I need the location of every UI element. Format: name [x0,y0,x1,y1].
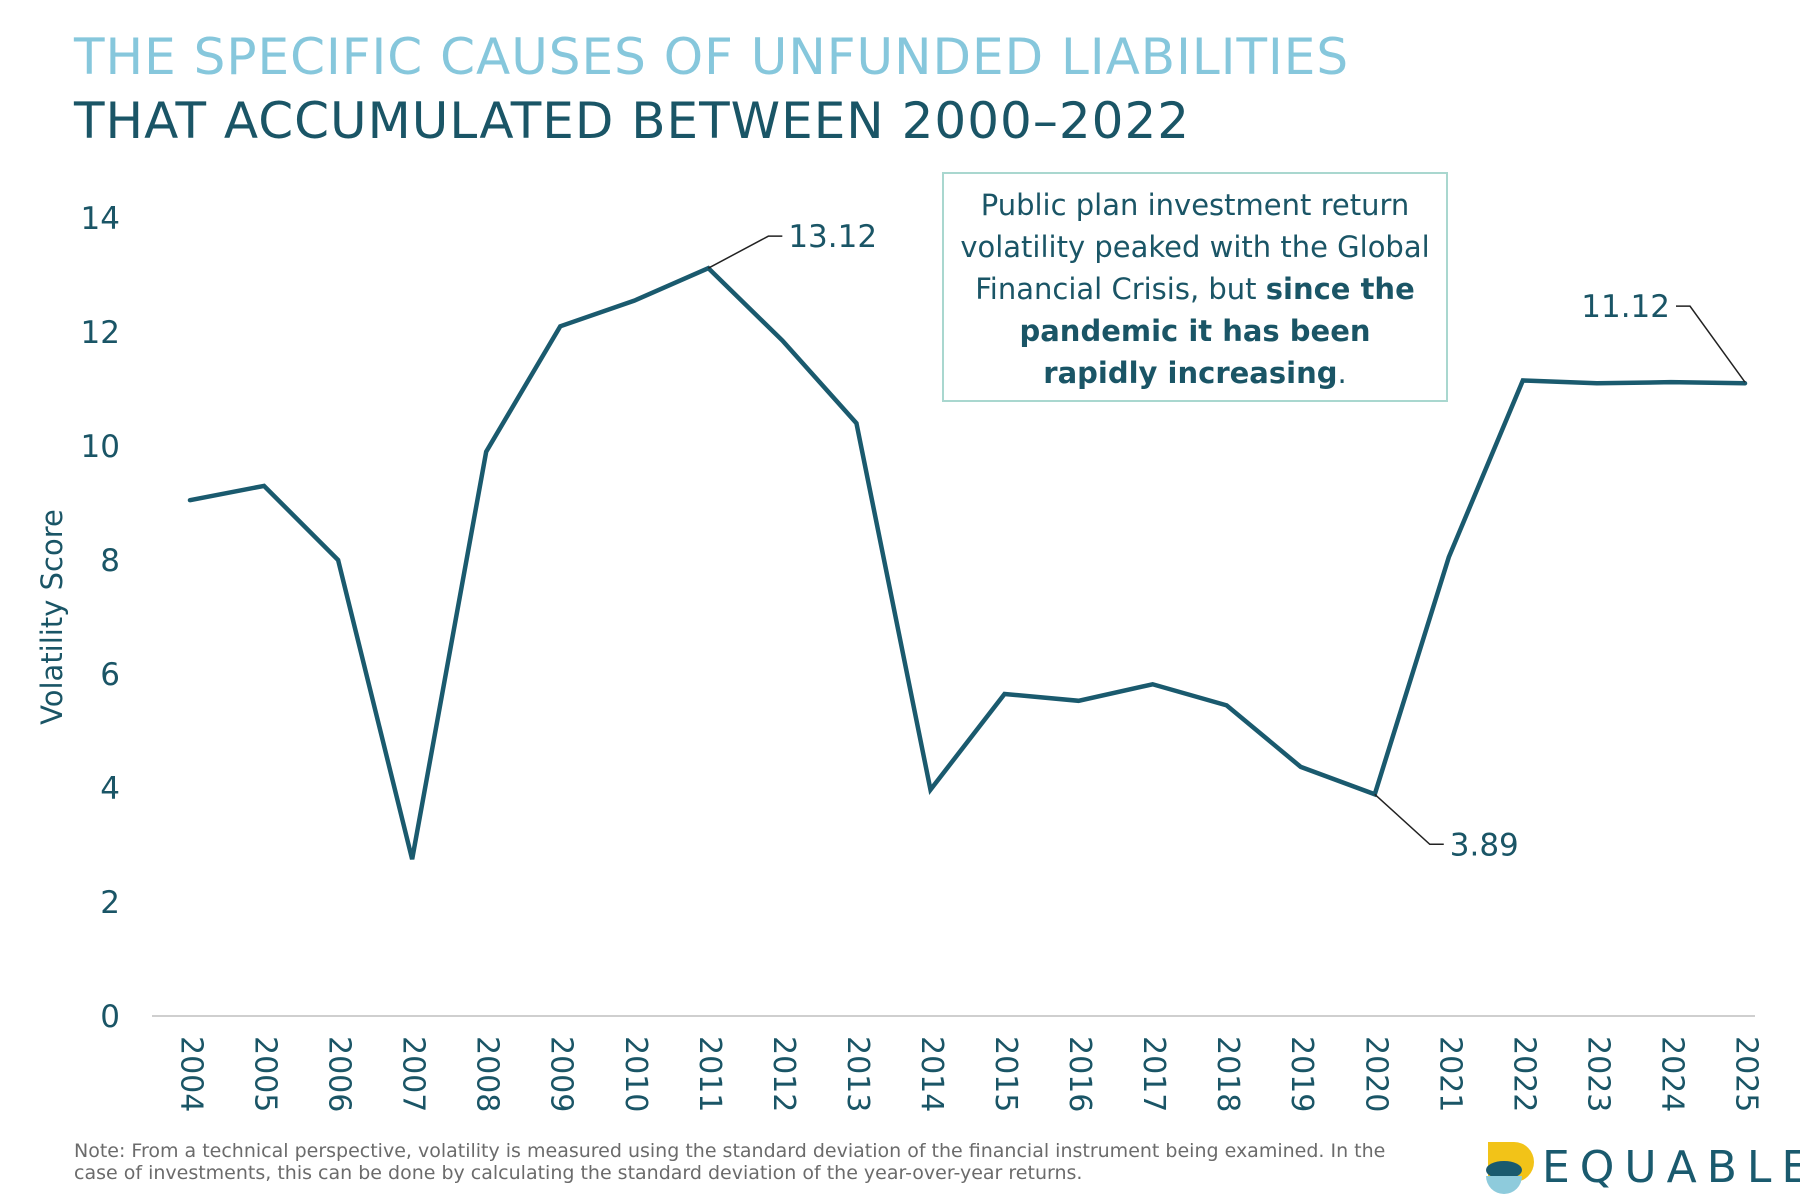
annotation-label: 13.12 [788,219,877,255]
chart-title-line1: THE SPECIFIC CAUSES OF UNFUNDED LIABILIT… [74,28,1350,86]
x-tick-label: 2020 [1358,1036,1393,1112]
x-tick-label: 2007 [396,1036,431,1112]
y-tick-label: 2 [100,885,120,921]
equable-logo-icon [1486,1142,1534,1194]
annotation-leader [1676,305,1746,383]
annotation-label: 11.12 [1581,289,1670,325]
x-tick-label: 2011 [692,1036,727,1112]
annotation-leader [1374,793,1444,846]
x-tick-label: 2006 [322,1036,357,1112]
x-tick-label: 2019 [1284,1036,1319,1112]
y-tick-label: 14 [81,201,120,237]
callout-text-end: . [1337,356,1347,390]
x-tick-label: 2004 [174,1036,209,1112]
x-tick-label: 2015 [988,1036,1023,1112]
callout-box: Public plan investment return volatility… [942,172,1448,402]
y-tick-label: 0 [100,999,120,1035]
x-tick-label: 2009 [544,1036,579,1112]
x-tick-label: 2013 [840,1036,875,1112]
logo-text: EQUABLE [1542,1142,1800,1193]
x-tick-label: 2017 [1136,1036,1171,1112]
x-tick-label: 2016 [1062,1036,1097,1112]
x-tick-label: 2022 [1506,1036,1541,1112]
x-tick-label: 2010 [618,1036,653,1112]
equable-logo: EQUABLE [1480,1136,1800,1198]
chart-title-line2: THAT ACCUMULATED BETWEEN 2000–2022 [74,92,1191,150]
x-tick-label: 2023 [1580,1036,1615,1112]
y-tick-label: 4 [100,771,120,807]
series-line [187,265,1748,860]
x-tick-label: 2012 [766,1036,801,1112]
y-tick-label: 6 [100,657,120,693]
x-tick-label: 2021 [1432,1036,1467,1112]
callout-text-bold: since the pandemic it has been rapidly i… [1019,272,1415,390]
annotation-label: 3.89 [1450,827,1519,863]
footnote: Note: From a technical perspective, vola… [74,1140,1386,1184]
y-tick-label: 8 [100,543,120,579]
x-tick-label: 2018 [1210,1036,1245,1112]
x-tick-label: 2005 [248,1036,283,1112]
x-tick-label: 2008 [470,1036,505,1112]
y-tick-label: 12 [81,315,120,351]
x-tick-label: 2025 [1729,1036,1764,1112]
callout-text: Public plan investment return volatility… [960,188,1430,306]
y-tick-label: 10 [81,429,120,465]
x-tick-label: 2014 [914,1036,949,1112]
y-axis-label: Volatility Score [35,509,69,725]
x-tick-label: 2024 [1654,1036,1689,1112]
annotation-leader [707,235,783,269]
